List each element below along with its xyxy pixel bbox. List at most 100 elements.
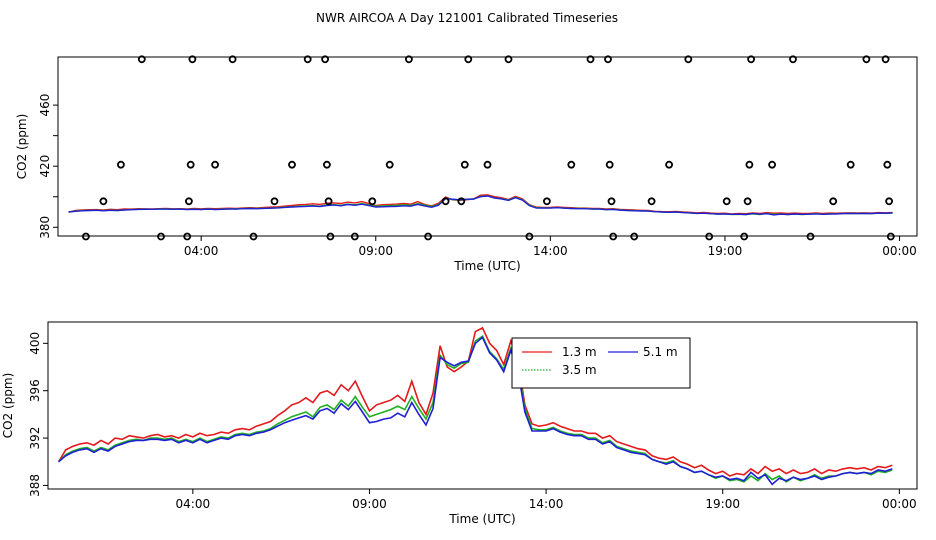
scatter-point — [228, 55, 237, 64]
bottom-y-axis: 388 392 396 400 — [28, 332, 48, 497]
legend: 1.3 m 5.1 m 3.5 m — [511, 337, 691, 389]
bottom-x-tick-label: 19:00 — [705, 497, 740, 511]
top-y-tick-label: 460 — [38, 94, 52, 117]
top-x-tick-label: 14:00 — [533, 244, 568, 258]
scatter-point — [82, 232, 90, 241]
scatter-point — [886, 232, 895, 241]
top-y-tick-label: 420 — [38, 155, 52, 178]
legend-label-5-1m: 5.1 m — [643, 345, 678, 359]
top-series-line-1-3-m — [68, 194, 893, 215]
scatter-point — [604, 55, 612, 64]
scatter-point — [806, 232, 815, 241]
scatter-point — [424, 232, 433, 241]
scatter-point — [385, 160, 394, 169]
bottom-y-tick-label: 388 — [28, 474, 42, 497]
scatter-point — [157, 232, 165, 241]
scatter-point — [647, 197, 656, 206]
scatter-point — [665, 160, 673, 169]
scatter-point — [525, 232, 534, 241]
scatter-point — [483, 160, 492, 169]
top-y-tick-label: 380 — [38, 216, 52, 239]
scatter-point — [441, 197, 450, 206]
scatter-point — [881, 55, 890, 64]
scatter-point — [188, 55, 197, 64]
scatter-point — [607, 197, 616, 206]
scatter-point — [829, 197, 838, 206]
scatter-point — [117, 160, 125, 169]
top-panel: 04:00 09:00 14:00 19:00 00:00 380 420 460 Time… — [15, 55, 918, 273]
top-y-axis-label: CO2 (ppm) — [15, 114, 29, 180]
series-line-1-3-m — [57, 326, 893, 477]
bottom-x-axis: 04:00 09:00 14:00 19:00 00:00 — [176, 489, 917, 511]
bottom-x-tick-label: 00:00 — [882, 497, 917, 511]
top-scatter-points — [82, 55, 895, 241]
bottom-x-tick-label: 14:00 — [529, 497, 564, 511]
scatter-point — [303, 55, 312, 64]
bottom-panel: 04:00 09:00 14:00 19:00 00:00 388 392 396 400 T… — [1, 321, 918, 526]
scatter-point — [270, 197, 279, 206]
scatter-point — [743, 197, 752, 206]
scatter-point — [457, 197, 466, 206]
scatter-point — [567, 160, 576, 169]
series-line-5-1-m — [58, 336, 893, 486]
scatter-point — [322, 160, 331, 169]
scatter-point — [789, 55, 797, 64]
bottom-x-tick-label: 04:00 — [176, 497, 211, 511]
legend-frame — [511, 337, 691, 389]
scatter-point — [460, 160, 469, 169]
scatter-point — [740, 232, 749, 241]
top-x-axis: 04:00 09:00 14:00 19:00 00:00 — [184, 236, 917, 258]
scatter-point — [543, 197, 551, 206]
bottom-y-tick-label: 400 — [28, 332, 42, 355]
scatter-point — [326, 232, 335, 241]
top-x-tick-label: 04:00 — [184, 244, 219, 258]
top-x-tick-label: 00:00 — [882, 244, 917, 258]
top-x-tick-label: 09:00 — [358, 244, 393, 258]
scatter-point — [846, 160, 855, 169]
scatter-point — [630, 232, 639, 241]
scatter-point — [324, 197, 333, 206]
top-x-axis-label: Time (UTC) — [453, 259, 520, 273]
scatter-point — [605, 160, 614, 169]
scatter-point — [885, 197, 893, 206]
figure-title: NWR AIRCOA A Day 121001 Calibrated Times… — [316, 11, 618, 25]
top-series-lines — [68, 194, 893, 216]
scatter-point — [99, 197, 108, 206]
scatter-point — [184, 197, 193, 206]
scatter-point — [883, 160, 892, 169]
scatter-point — [321, 55, 330, 64]
scatter-point — [504, 55, 513, 64]
scatter-point — [684, 55, 693, 64]
scatter-point — [862, 55, 871, 64]
scatter-point — [183, 232, 192, 241]
scatter-point — [705, 232, 714, 241]
scatter-point — [404, 55, 413, 64]
top-series-line-5-1-m — [68, 195, 893, 216]
bottom-y-tick-label: 392 — [28, 427, 42, 450]
bottom-plot-frame — [47, 321, 918, 490]
scatter-point — [350, 232, 359, 241]
top-series-line-3-5-m — [68, 195, 893, 216]
top-x-tick-label: 19:00 — [708, 244, 743, 258]
scatter-point — [768, 160, 776, 169]
scatter-point — [464, 55, 473, 64]
legend-label-3-5m: 3.5 m — [562, 363, 597, 377]
scatter-point — [137, 55, 146, 64]
scatter-point — [609, 232, 618, 241]
bottom-series-lines — [57, 326, 893, 486]
scatter-point — [586, 55, 595, 64]
scatter-point — [211, 160, 220, 169]
series-line-3-5-m — [58, 335, 893, 483]
scatter-point — [288, 160, 296, 169]
top-y-axis: 380 420 460 — [38, 94, 58, 239]
top-plot-frame — [57, 56, 918, 237]
bottom-y-tick-label: 396 — [28, 379, 42, 402]
bottom-x-axis-label: Time (UTC) — [448, 512, 515, 526]
bottom-x-tick-label: 09:00 — [352, 497, 387, 511]
scatter-point — [745, 160, 754, 169]
scatter-point — [747, 55, 755, 64]
scatter-point — [722, 197, 731, 206]
scatter-point — [368, 197, 377, 206]
scatter-point — [186, 160, 195, 169]
